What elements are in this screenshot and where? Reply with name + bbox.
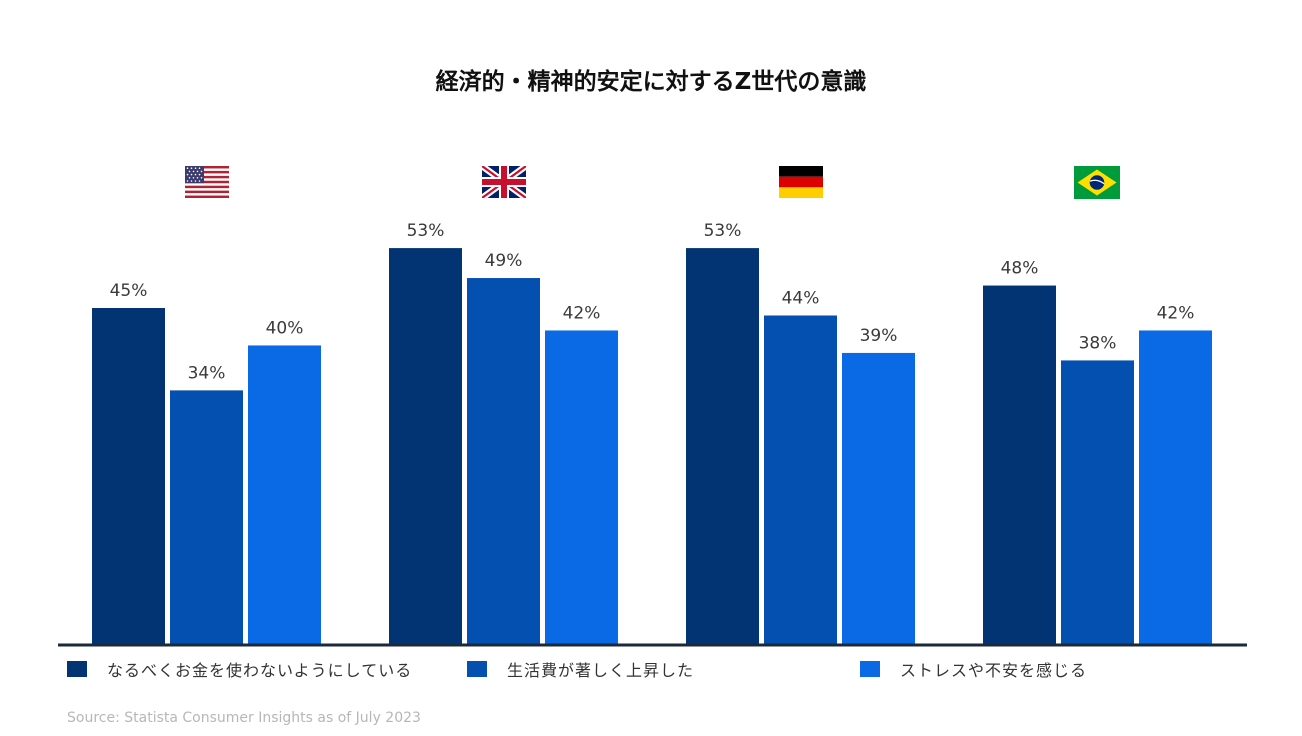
legend-label: 生活費が著しく上昇した (507, 661, 695, 680)
data-label-de-series-3: 39% (860, 326, 898, 346)
legend-item-cost-of-living: 生活費が著しく上昇した (467, 655, 694, 683)
legend-item-stress: ストレスや不安を感じる (860, 655, 1087, 683)
data-label-uk-series-1: 53% (407, 221, 445, 241)
bar-us-series-1 (92, 308, 165, 645)
legend-swatch (67, 661, 87, 677)
bar-uk-series-3 (545, 330, 618, 645)
chart-title: 経済的・精神的安定に対するZ世代の意識 (435, 69, 867, 95)
brazil-flag-icon (1074, 166, 1120, 199)
legend-item-spend-less: なるべくお金を使わないようにしている (67, 655, 412, 683)
bar-us-series-2 (170, 390, 243, 645)
source-note: Source: Statista Consumer Insights as of… (67, 710, 421, 726)
chart-plot: 45% 53% 53% 48% 34% 49% 44% 38% 40% 42% 39% 42% (58, 166, 1247, 647)
legend-swatch (860, 661, 880, 677)
legend-swatch (467, 661, 487, 677)
germany-flag-icon (779, 166, 823, 198)
legend-label: ストレスや不安を感じる (900, 661, 1088, 680)
data-label-de-series-2: 44% (782, 288, 820, 308)
data-label-br-series-3: 42% (1157, 303, 1195, 323)
data-label-de-series-1: 53% (704, 221, 742, 241)
data-label-br-series-2: 38% (1079, 333, 1117, 353)
data-label-us-series-3: 40% (266, 318, 304, 338)
us-flag-icon (185, 166, 229, 198)
bar-uk-series-1 (389, 248, 462, 646)
bar-us-series-3 (248, 345, 321, 645)
data-label-uk-series-2: 49% (485, 251, 523, 271)
bar-br-series-1 (983, 285, 1056, 645)
data-label-us-series-2: 34% (188, 363, 226, 383)
legend: なるべくお金を使わないようにしている 生活費が著しく上昇した ストレスや不安を感… (0, 655, 1302, 685)
bar-uk-series-2 (467, 278, 540, 645)
bar-de-series-1 (686, 248, 759, 646)
bar-br-series-3 (1139, 330, 1212, 645)
data-label-uk-series-3: 42% (563, 303, 601, 323)
bar-de-series-3 (842, 352, 915, 645)
data-label-us-series-1: 45% (110, 281, 148, 301)
uk-flag-icon (482, 166, 526, 198)
data-label-br-series-1: 48% (1001, 259, 1039, 279)
bar-de-series-2 (764, 315, 837, 645)
bar-br-series-2 (1061, 360, 1134, 645)
legend-label: なるべくお金を使わないようにしている (107, 661, 413, 680)
